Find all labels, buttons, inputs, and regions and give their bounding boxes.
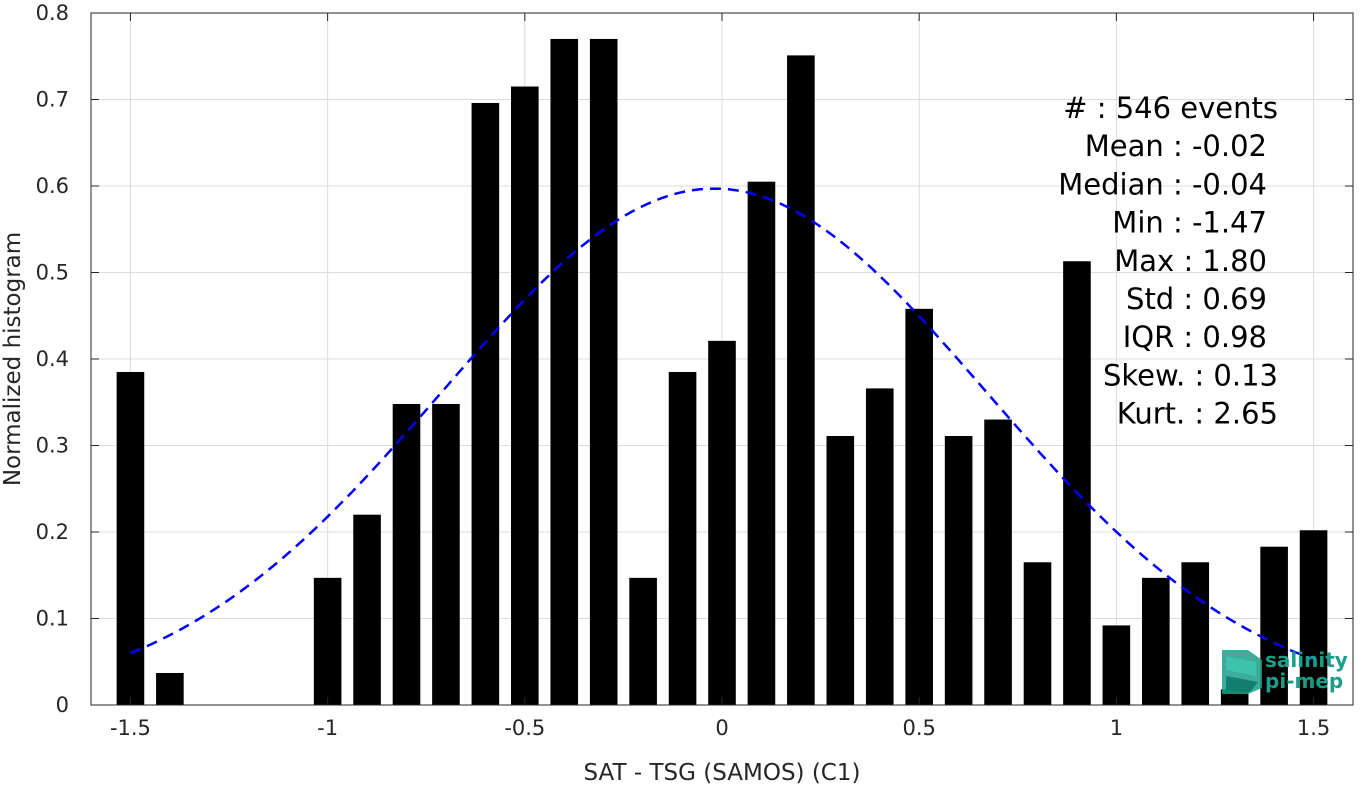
stats-line: Skew. : 0.13 [1103,358,1278,392]
histogram-bar [313,577,342,705]
stats-line: Median : -0.04 [1058,167,1267,201]
stats-line: Kurt. : 2.65 [1117,397,1278,431]
histogram-bar [1023,562,1052,705]
stats-line: Mean : -0.02 [1085,129,1267,163]
histogram-bar [708,340,736,705]
y-tick-label: 0.8 [36,1,69,25]
histogram-bar [747,181,776,706]
grid [91,12,1353,706]
logo-text-salinity: salinity [1265,648,1348,672]
y-tick-label: 0.2 [36,520,69,544]
bars [116,38,1328,706]
histogram-bar [1181,562,1210,705]
x-tick-labels: -1.5 -1 -0.5 0 0.5 1 1.5 [110,716,1330,740]
histogram-bar [905,308,933,705]
y-tick-labels: 0 0.1 0.2 0.3 0.4 0.5 0.6 0.7 0.8 [36,1,69,717]
histogram-bar [116,371,145,705]
x-tick-label: 0 [715,716,728,740]
histogram-bar [668,371,697,705]
histogram-bar [353,514,381,705]
y-tick-label: 0.6 [36,174,69,198]
x-tick-label: -0.5 [504,716,545,740]
histogram-bar [1260,546,1288,705]
y-tick-label: 0.5 [36,261,69,285]
stats-line: IQR : 0.98 [1123,320,1267,354]
logo-mark-icon [1222,650,1262,694]
histogram-bar [944,435,973,705]
x-axis-title: SAT - TSG (SAMOS) (C1) [584,760,861,785]
histogram-bar [1142,577,1170,705]
histogram-bar [1299,530,1328,705]
histogram-bar [392,403,421,705]
x-tick-label: 0.5 [902,716,935,740]
histogram-bar [865,388,894,705]
x-tick-label: 1.5 [1297,716,1330,740]
histogram-bar [1102,625,1131,705]
plot-frame [90,12,1354,706]
y-tick-label: 0 [56,693,69,717]
y-tick-label: 0.3 [36,434,69,458]
stats-line: Max : 1.80 [1114,244,1267,278]
logo-text-pimep: pi-mep [1265,669,1343,693]
histogram-bar [826,435,855,705]
histogram-bar [471,102,500,705]
normal-fit-line [129,187,1315,661]
histogram-bar [589,38,618,705]
histogram-bar [629,577,657,705]
histogram-bar [787,55,815,705]
stats-line: Std : 0.69 [1126,282,1267,316]
histogram-bar [432,403,460,705]
histogram-bar [984,419,1012,705]
stats-box: # : 546 events Mean : -0.02 Median : -0.04… [1058,91,1278,431]
salinity-logo: salinity pi-mep [1222,648,1348,694]
x-tick-label: -1 [317,716,338,740]
histogram-bar [550,38,579,705]
fit-curve [129,187,1315,661]
y-axis-title: Normalized histogram [0,232,26,486]
x-tick-label: 1 [1110,716,1123,740]
histogram-bar [156,672,184,705]
y-tick-label: 0.4 [36,347,69,371]
y-tick-label: 0.1 [36,607,69,631]
histogram-bar [511,86,539,705]
stats-line: # : 546 events [1063,91,1278,125]
x-tick-label: -1.5 [110,716,151,740]
stats-line: Min : -1.47 [1112,206,1267,240]
y-tick-label: 0.7 [36,88,69,112]
